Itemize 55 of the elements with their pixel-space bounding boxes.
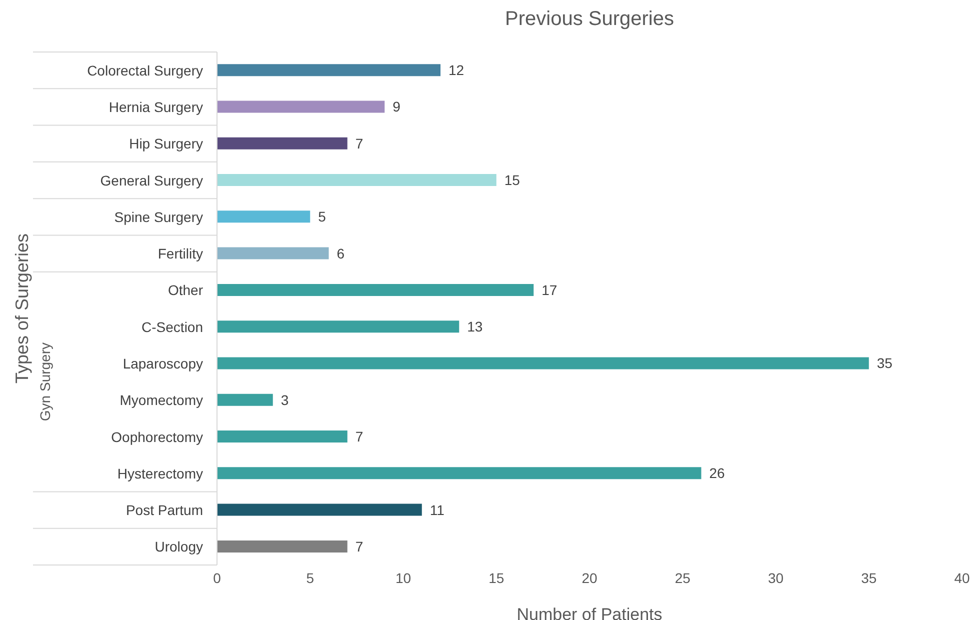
x-tick-label: 10	[395, 570, 412, 586]
y-tick-label: Post Partum	[126, 502, 203, 518]
y-tick-label: Hysterectomy	[117, 465, 203, 482]
data-label: 7	[355, 428, 364, 444]
text: Gyn Surgery	[37, 342, 53, 422]
data-label: 7	[355, 538, 364, 554]
data-label: 6	[336, 245, 345, 262]
bar	[217, 467, 702, 480]
bar	[217, 540, 348, 552]
y-tick-label: Hernia Surgery	[108, 98, 203, 115]
data-label: 11	[430, 502, 445, 518]
x-tick-label: 35	[861, 570, 877, 586]
bar	[217, 357, 869, 370]
y-tick-label: C-Section	[142, 318, 203, 335]
chart-title: Previous Surgeries	[504, 8, 675, 31]
bar	[217, 430, 348, 443]
bar	[217, 210, 310, 223]
bar	[217, 137, 348, 150]
bar	[217, 100, 385, 113]
y-tick-label: Laparoscopy	[122, 355, 203, 372]
y-tick-label: Colorectal Surgery	[87, 62, 203, 78]
bar	[217, 320, 460, 333]
data-label: 5	[318, 208, 326, 225]
y-axis-title: Types of Surgeries	[12, 233, 32, 384]
data-label: 15	[504, 172, 520, 188]
y-tick-label: Myomectomy	[120, 392, 203, 408]
data-label: 3	[280, 392, 289, 408]
data-label: 12	[448, 62, 464, 78]
bar	[217, 64, 440, 76]
bar	[217, 284, 534, 296]
data-label: 35	[876, 355, 893, 372]
y-tick-label: Spine Surgery	[114, 208, 203, 225]
bar	[217, 247, 329, 260]
data-label: 17	[542, 282, 558, 298]
data-label: 26	[709, 465, 726, 482]
y-tick-label: Urology	[154, 538, 203, 555]
y-tick-label: General Surgery	[100, 172, 203, 188]
x-tick-label: 0	[213, 570, 222, 586]
y-tick-label: Fertility	[158, 246, 203, 262]
bar	[217, 504, 422, 516]
bar	[217, 394, 273, 406]
y-tick-label: Other	[168, 282, 204, 298]
x-axis-title: Number of Patients	[516, 605, 662, 620]
x-tick-label: 25	[674, 570, 691, 586]
data-label: 9	[392, 98, 401, 115]
y-tick-label: Hip Surgery	[129, 136, 203, 152]
x-tick-label: 5	[306, 570, 314, 586]
y-tick-label: Oophorectomy	[111, 428, 203, 445]
x-tick-label: 30	[768, 570, 784, 586]
x-tick-label: 40	[954, 570, 970, 586]
bar	[217, 174, 496, 186]
x-tick-label: 15	[488, 570, 504, 586]
x-tick-label: 20	[582, 570, 598, 586]
data-label: 13	[467, 318, 483, 335]
data-label: 7	[355, 135, 364, 152]
